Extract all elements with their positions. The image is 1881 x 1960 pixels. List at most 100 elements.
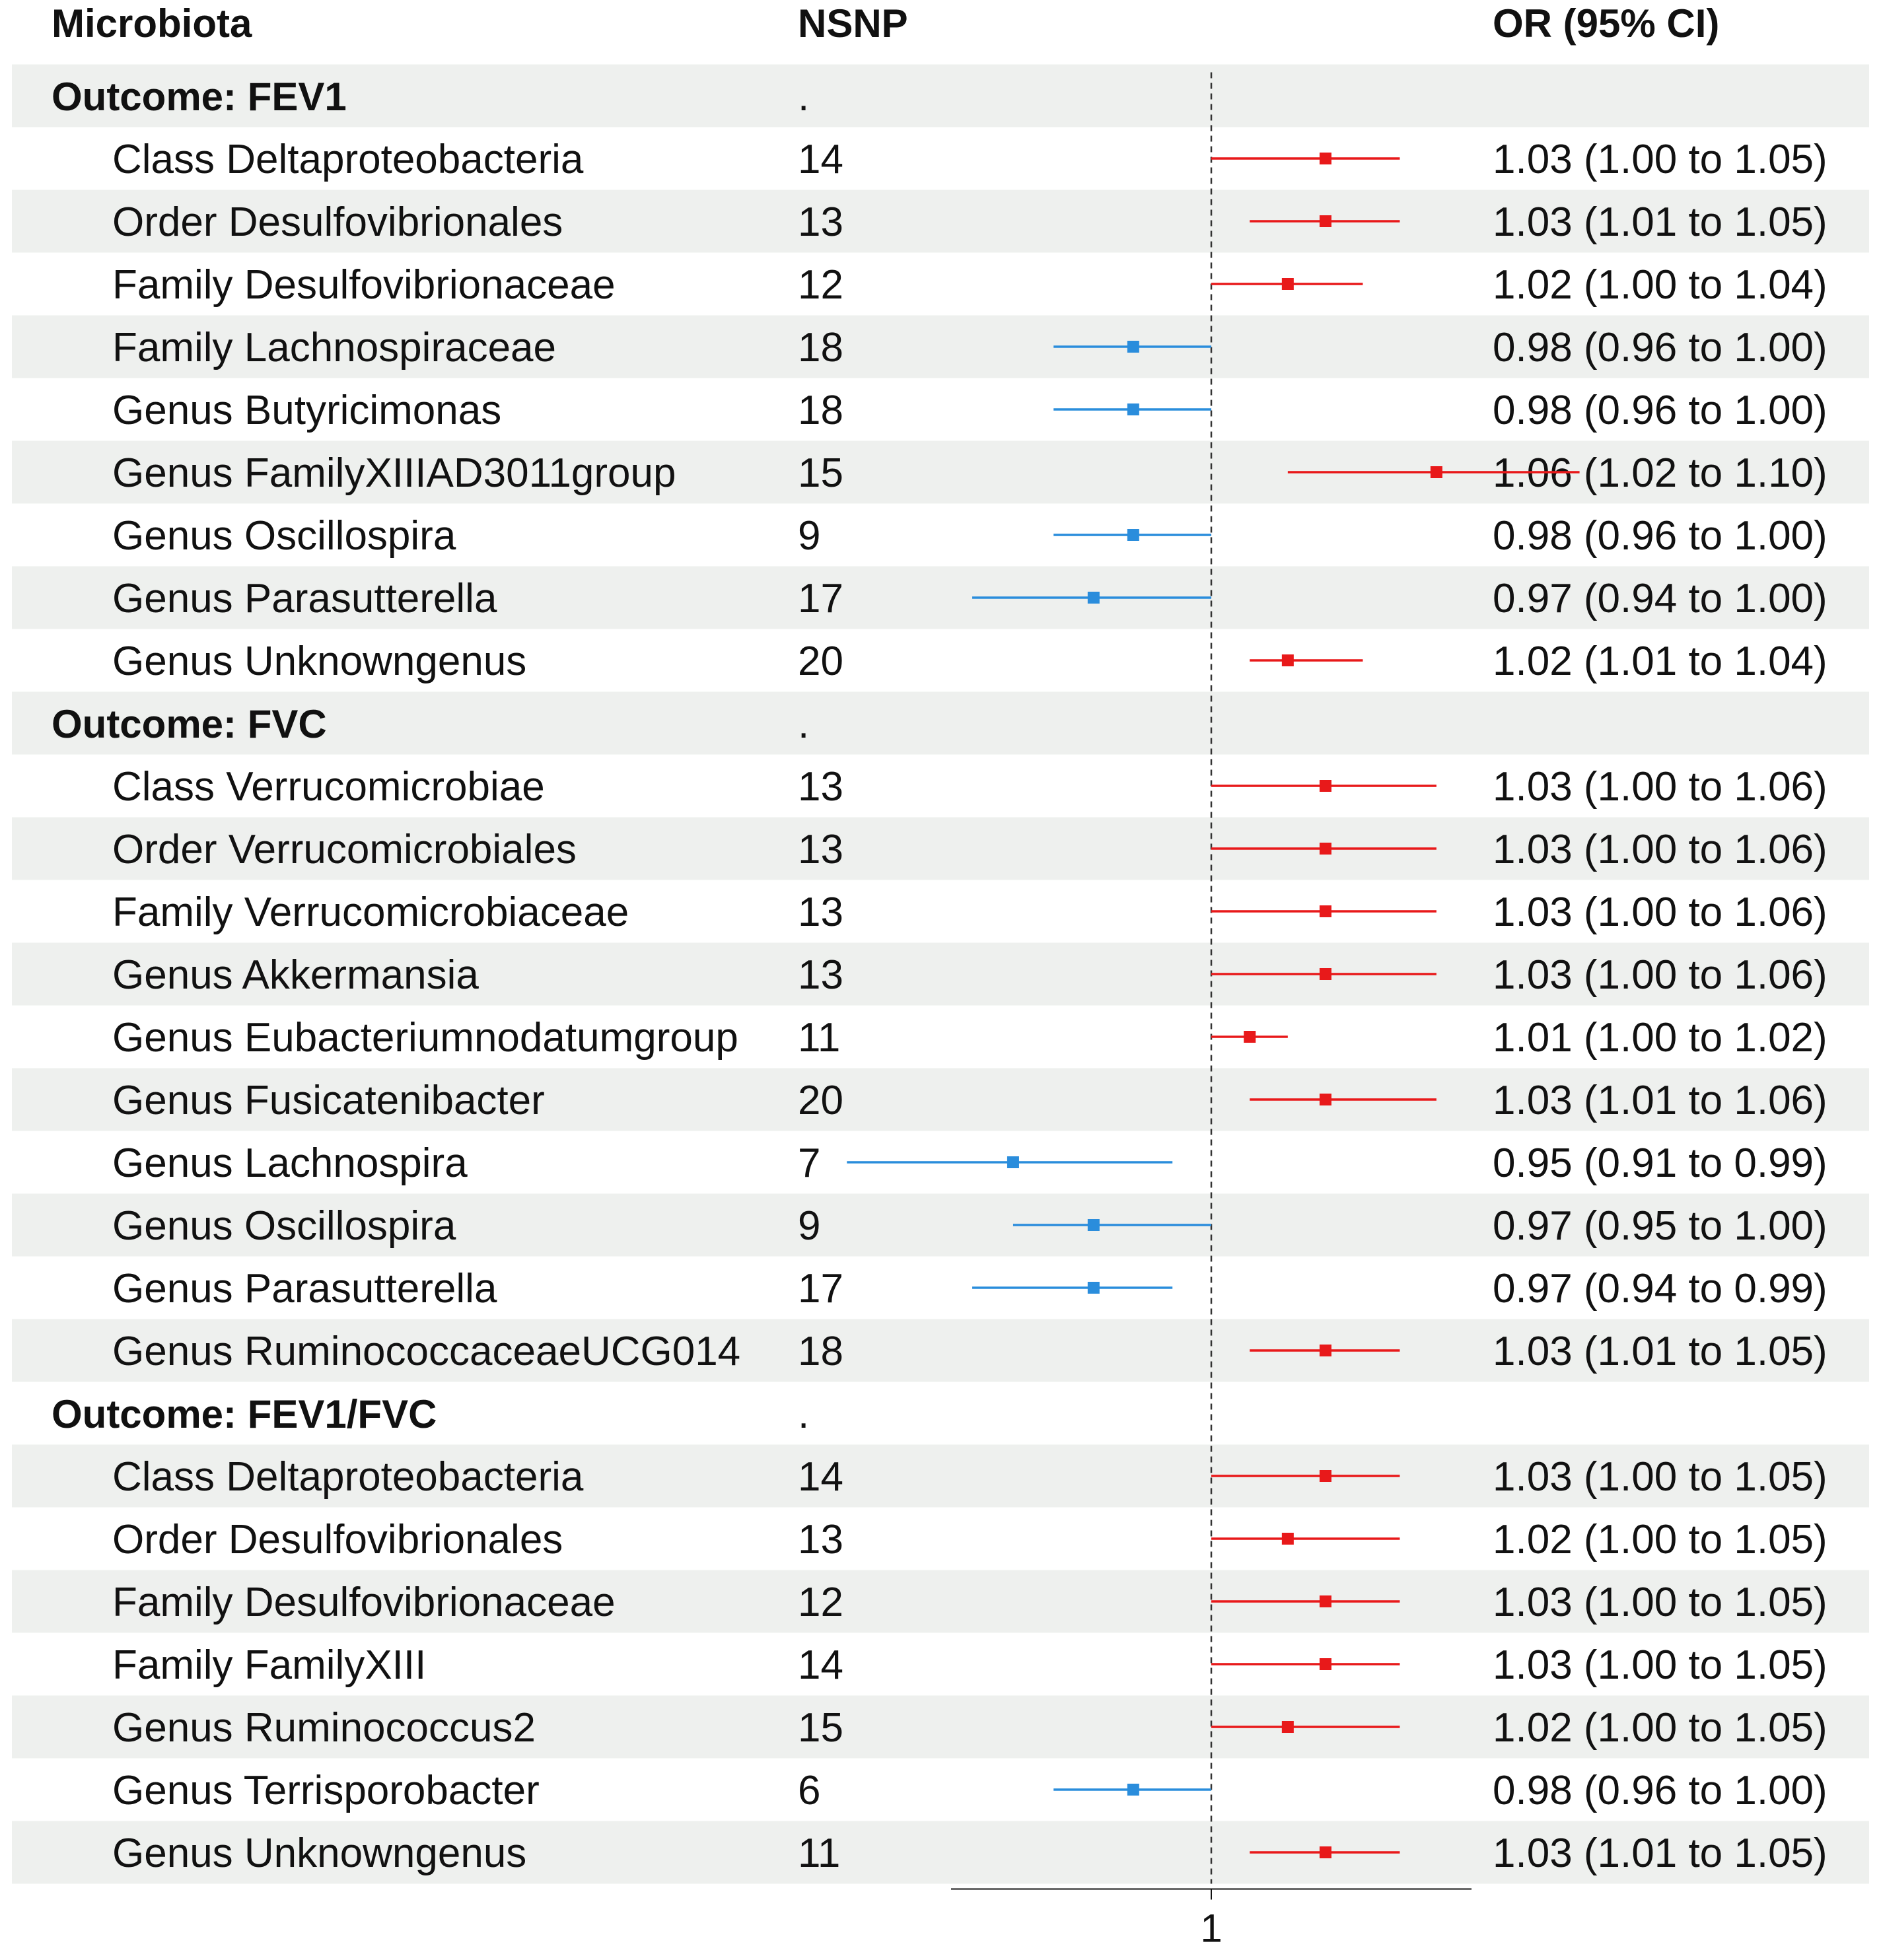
row-band <box>12 1695 1869 1759</box>
or-point <box>1319 153 1331 164</box>
row-band <box>12 190 1869 253</box>
or-ci-value: 1.03 (1.01 to 1.05) <box>1493 199 1828 245</box>
nsnp-value: 9 <box>798 513 820 559</box>
nsnp-value: 13 <box>798 1517 843 1562</box>
nsnp-value: 13 <box>798 199 843 245</box>
row-band <box>12 1570 1869 1633</box>
or-point <box>1319 780 1331 792</box>
or-point <box>1319 1345 1331 1356</box>
nsnp-value: 13 <box>798 890 843 935</box>
row-band <box>12 942 1869 1006</box>
or-ci-value: 0.97 (0.94 to 1.00) <box>1493 576 1828 621</box>
x-tick-label: 1 <box>1200 1907 1222 1951</box>
or-ci-value: 1.03 (1.00 to 1.06) <box>1493 952 1828 998</box>
or-point <box>1244 1031 1256 1043</box>
microbiota-label: Order Verrucomicrobiales <box>112 827 577 872</box>
microbiota-label: Order Desulfovibrionales <box>112 199 563 245</box>
microbiota-label: Genus Parasutterella <box>112 1266 497 1312</box>
or-ci-value: 1.02 (1.00 to 1.05) <box>1493 1517 1828 1562</box>
nsnp-value: 17 <box>798 576 843 621</box>
or-ci-value: 1.02 (1.00 to 1.04) <box>1493 262 1828 308</box>
nsnp-value: 14 <box>798 1454 843 1500</box>
microbiota-label: Genus Butyricimonas <box>112 388 501 433</box>
row-band <box>12 1444 1869 1508</box>
nsnp-value: 14 <box>798 1642 843 1688</box>
nsnp-value: 13 <box>798 952 843 998</box>
microbiota-label: Genus Oscillospira <box>112 1203 456 1249</box>
or-point <box>1127 341 1139 353</box>
or-ci-value: 1.02 (1.00 to 1.05) <box>1493 1705 1828 1751</box>
microbiota-label: Family Lachnospiraceae <box>112 325 556 370</box>
nsnp-value: 17 <box>798 1266 843 1312</box>
group-label: Outcome: FVC <box>52 702 327 746</box>
microbiota-label: Genus Terrisporobacter <box>112 1768 540 1813</box>
row-band <box>12 64 1869 127</box>
microbiota-label: Genus Lachnospira <box>112 1140 468 1186</box>
row-band <box>12 1068 1869 1131</box>
or-point <box>1319 843 1331 855</box>
header-nsnp: NSNP <box>798 1 908 46</box>
nsnp-value: 11 <box>798 1015 840 1061</box>
nsnp-value: 18 <box>798 1329 843 1374</box>
header-microbiota: Microbiota <box>52 1 252 46</box>
or-point <box>1127 529 1139 541</box>
or-point <box>1319 215 1331 227</box>
or-ci-value: 1.01 (1.00 to 1.02) <box>1493 1015 1828 1061</box>
row-band <box>12 315 1869 378</box>
nsnp-value: 18 <box>798 388 843 433</box>
nsnp-value: 13 <box>798 764 843 810</box>
or-ci-value: 1.03 (1.01 to 1.05) <box>1493 1329 1828 1374</box>
microbiota-label: Genus Fusicatenibacter <box>112 1078 545 1123</box>
or-ci-value: 1.03 (1.00 to 1.05) <box>1493 1642 1828 1688</box>
or-point <box>1319 968 1331 980</box>
or-ci-value: 1.03 (1.00 to 1.05) <box>1493 1454 1828 1500</box>
nsnp-value: 12 <box>798 1580 843 1625</box>
table-rows: Outcome: FEV1 . Class Deltaproteobacteria 1… <box>52 74 1828 1876</box>
nsnp-value: . <box>798 701 809 747</box>
x-axis: 1 <box>951 1888 1472 1951</box>
or-point <box>1430 466 1442 478</box>
microbiota-label: Class Deltaproteobacteria <box>112 1454 584 1500</box>
or-ci-value: 1.03 (1.00 to 1.05) <box>1493 137 1828 182</box>
nsnp-value: 18 <box>798 325 843 370</box>
microbiota-label: Genus Unknowngenus <box>112 639 526 684</box>
nsnp-value: 14 <box>798 137 843 182</box>
microbiota-label: Genus FamilyXIIIAD3011group <box>112 450 676 496</box>
header-or-ci: OR (95% CI) <box>1493 1 1719 46</box>
or-ci-value: 1.03 (1.01 to 1.05) <box>1493 1831 1828 1876</box>
or-ci-value: 0.98 (0.96 to 1.00) <box>1493 1768 1828 1813</box>
nsnp-value: 15 <box>798 450 843 496</box>
or-ci-value: 0.95 (0.91 to 0.99) <box>1493 1140 1828 1186</box>
microbiota-label: Genus Akkermansia <box>112 952 479 998</box>
or-point <box>1319 1094 1331 1105</box>
or-ci-value: 1.03 (1.01 to 1.06) <box>1493 1078 1828 1123</box>
nsnp-value: 15 <box>798 1705 843 1751</box>
row-band <box>12 817 1869 880</box>
table-header: Microbiota NSNP OR (95% CI) <box>52 1 1719 46</box>
or-point <box>1007 1156 1019 1168</box>
microbiota-label: Genus Oscillospira <box>112 513 456 559</box>
nsnp-value: 6 <box>798 1768 820 1813</box>
microbiota-label: Class Deltaproteobacteria <box>112 137 584 182</box>
or-point <box>1087 1219 1100 1231</box>
or-point <box>1319 1658 1331 1670</box>
row-band <box>12 691 1869 755</box>
or-ci-value: 1.02 (1.01 to 1.04) <box>1493 639 1828 684</box>
microbiota-label: Class Verrucomicrobiae <box>112 764 545 810</box>
nsnp-value: 12 <box>798 262 843 308</box>
microbiota-label: Genus RuminococcaceaeUCG014 <box>112 1329 740 1374</box>
microbiota-label: Genus Ruminococcus2 <box>112 1705 536 1751</box>
or-ci-value: 0.98 (0.96 to 1.00) <box>1493 513 1828 559</box>
group-label: Outcome: FEV1 <box>52 75 347 119</box>
microbiota-label: Family Verrucomicrobiaceae <box>112 890 629 935</box>
or-point <box>1319 905 1331 917</box>
or-ci-value: 1.03 (1.00 to 1.05) <box>1493 1580 1828 1625</box>
microbiota-label: Family Desulfovibrionaceae <box>112 1580 616 1625</box>
group-label: Outcome: FEV1/FVC <box>52 1392 437 1436</box>
microbiota-label: Genus Parasutterella <box>112 576 497 621</box>
or-ci-value: 0.97 (0.95 to 1.00) <box>1493 1203 1828 1249</box>
nsnp-value: . <box>798 74 809 120</box>
row-band <box>12 1319 1869 1382</box>
or-point <box>1281 654 1294 666</box>
